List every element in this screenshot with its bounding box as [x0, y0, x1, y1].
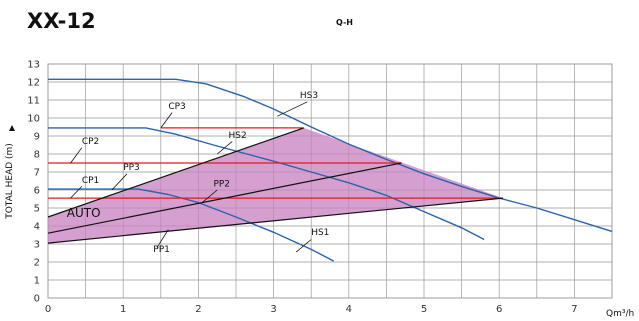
leader-hs3: [277, 101, 308, 117]
label-pp3: PP3: [123, 163, 140, 173]
label-hs2: HS2: [228, 131, 246, 141]
leader-pp1: [156, 229, 169, 248]
chart-title: XX-12: [27, 9, 96, 33]
x-tick-label: 7: [571, 304, 577, 315]
leader-pp3: [111, 173, 128, 191]
curve-hs2: [48, 127, 485, 241]
y-tick-label: 2: [34, 258, 40, 269]
y-tick-label: 10: [27, 114, 40, 125]
y-tick-label: 12: [27, 78, 40, 89]
y-tick-label: 4: [34, 222, 40, 233]
performance-curves: [47, 78, 613, 262]
label-hs1: HS1: [311, 228, 329, 238]
y-tick-label: 8: [34, 150, 40, 161]
x-tick-label: 4: [346, 304, 352, 315]
label-pp2: PP2: [213, 179, 230, 189]
y-axis-label-group: TOTAL HEAD (m): [5, 125, 15, 220]
x-tick-label: 6: [496, 304, 502, 315]
x-tick-label: 0: [45, 304, 51, 315]
auto-label: AUTO: [67, 206, 101, 220]
y-tick-label: 3: [34, 240, 40, 251]
label-cp3: CP3: [168, 102, 185, 112]
y-tick-label: 6: [34, 186, 40, 197]
leader-hs2: [216, 141, 233, 155]
label-pp1: PP1: [153, 245, 170, 255]
auto-region: [48, 127, 503, 244]
chart-subtitle: Q-H: [336, 18, 353, 27]
plot-frame: [47, 63, 613, 299]
x-tick-label: 5: [421, 304, 427, 315]
y-tick-label: 11: [27, 96, 40, 107]
leader-pp2: [201, 189, 218, 203]
y-tick-label: 13: [27, 60, 40, 71]
curve-pp3: [47, 127, 304, 218]
leader-cp1: [70, 186, 83, 199]
curve-pp2: [47, 162, 402, 234]
y-axis-arrow-icon: [9, 125, 15, 131]
x-tick-label: 3: [270, 304, 276, 315]
leader-hs1: [295, 239, 312, 253]
y-tick-label: 5: [34, 204, 40, 215]
curve-hs3: [48, 78, 613, 233]
label-hs3: HS3: [300, 91, 318, 101]
curve-pp1: [47, 197, 504, 244]
x-tick-label: 1: [120, 304, 126, 315]
label-cp2: CP2: [82, 137, 99, 147]
label-cp1: CP1: [82, 176, 99, 186]
y-tick-label: 9: [34, 132, 40, 143]
curve-labels: HS3 HS2 HS1 CP3 CP2 CP1 PP3 PP2 PP1 AUTO: [67, 91, 330, 255]
x-axis-label: Qm³/h: [606, 309, 634, 319]
x-tick-label: 2: [195, 304, 201, 315]
leader-cp2: [70, 147, 83, 164]
y-tick-label: 7: [34, 168, 40, 179]
auto-region-fill: [48, 127, 503, 244]
leader-cp3: [160, 112, 173, 129]
y-tick-label: 1: [34, 276, 40, 287]
curve-hs1: [48, 188, 335, 262]
y-tick-label: 0: [34, 294, 40, 305]
y-axis-label: TOTAL HEAD (m): [5, 143, 15, 220]
